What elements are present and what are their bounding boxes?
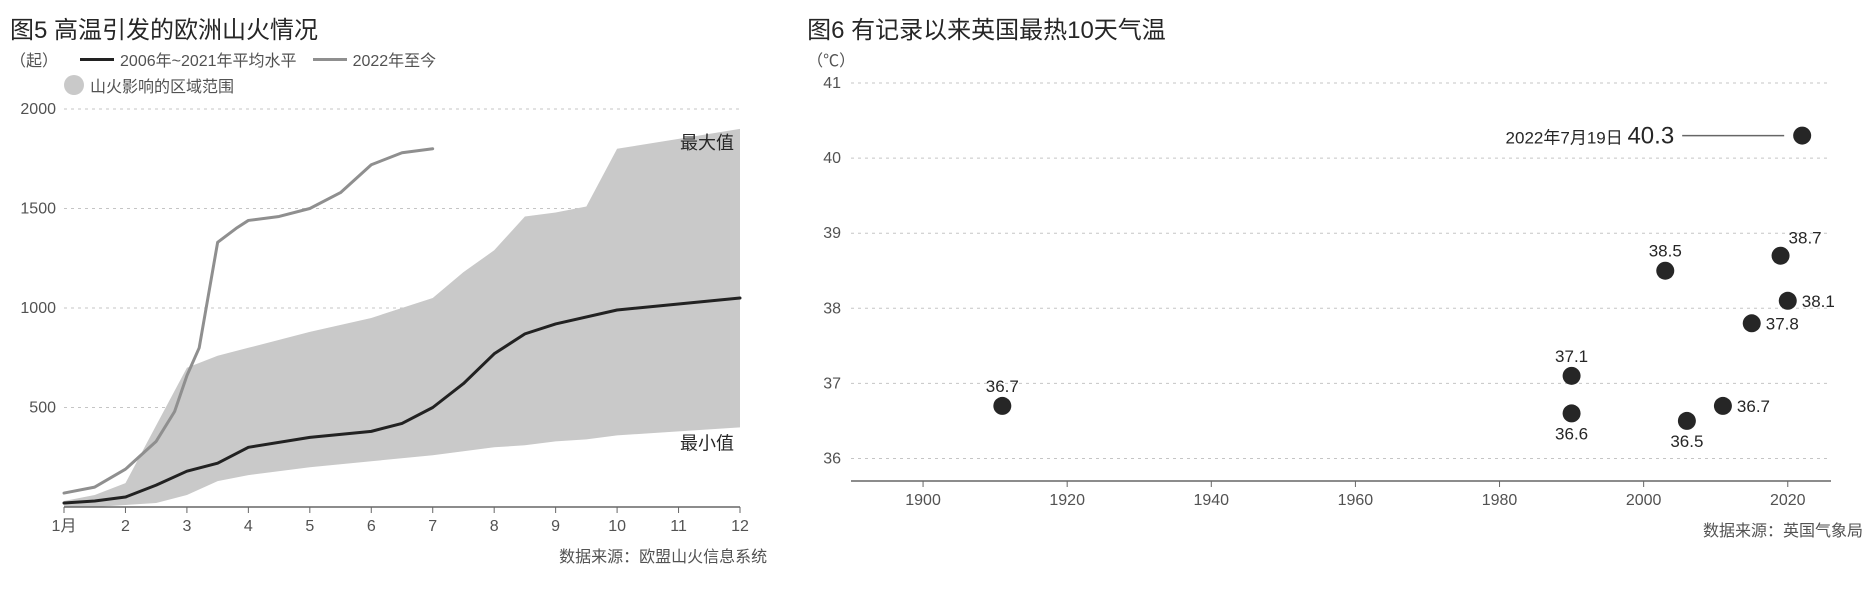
svg-text:9: 9	[551, 518, 560, 535]
svg-text:38.5: 38.5	[1649, 242, 1682, 261]
svg-text:36.5: 36.5	[1670, 432, 1703, 451]
svg-text:12: 12	[731, 518, 749, 535]
chart-title: 图5 高温引发的欧洲山火情况	[10, 10, 767, 45]
chart-fig6: 图6 有记录以来英国最热10天气温 （℃） 36 37 38 39 40 41 1900 19…	[807, 10, 1863, 567]
svg-text:11: 11	[670, 518, 687, 535]
chart-legend: （起） 2006年~2021年平均水平 2022年至今	[10, 47, 767, 71]
svg-text:2: 2	[121, 518, 130, 535]
svg-text:2000: 2000	[1626, 492, 1662, 509]
line-swatch-icon	[313, 58, 347, 61]
y-axis-unit: （起）	[10, 47, 58, 71]
legend-label: 2022年至今	[353, 47, 437, 71]
svg-text:最小值: 最小值	[680, 433, 734, 453]
svg-text:36.7: 36.7	[1737, 397, 1770, 416]
svg-text:38.1: 38.1	[1802, 292, 1835, 311]
svg-text:7: 7	[428, 518, 437, 535]
svg-text:1500: 1500	[20, 201, 56, 218]
svg-text:1920: 1920	[1049, 492, 1085, 509]
legend-label: 2006年~2021年平均水平	[120, 47, 297, 71]
svg-text:37.8: 37.8	[1766, 314, 1799, 333]
svg-text:36.6: 36.6	[1555, 424, 1588, 443]
chart-legend-row2: 山火影响的区域范围	[10, 73, 767, 97]
y-axis-unit: （℃）	[807, 47, 855, 71]
svg-text:1980: 1980	[1482, 492, 1518, 509]
svg-text:37.1: 37.1	[1555, 347, 1588, 366]
chart-source: 数据来源：英国气象局	[807, 517, 1863, 541]
chart-title: 图6 有记录以来英国最热10天气温	[807, 10, 1863, 45]
svg-text:8: 8	[490, 518, 499, 535]
svg-text:1940: 1940	[1194, 492, 1230, 509]
svg-text:40: 40	[823, 150, 841, 167]
svg-text:5: 5	[305, 518, 314, 535]
chart-source: 数据来源：欧盟山火信息系统	[10, 543, 767, 567]
svg-text:1月: 1月	[52, 518, 77, 535]
chart-plot-area: 500 1000 1500 2000 1月 2 3 4 5 6 7 8 9 10 11 12 最大值最小值	[10, 101, 767, 541]
svg-text:3: 3	[182, 518, 191, 535]
svg-text:500: 500	[29, 400, 56, 417]
legend-item-area: 山火影响的区域范围	[64, 73, 234, 97]
svg-text:4: 4	[244, 518, 253, 535]
svg-text:1900: 1900	[905, 492, 941, 509]
svg-text:2020: 2020	[1770, 492, 1806, 509]
legend-item-2022: 2022年至今	[313, 47, 437, 71]
svg-text:最大值: 最大值	[680, 133, 734, 153]
chart-plot-area: 36 37 38 39 40 41 1900 1920 1940 1960 1980 2000 2020…	[807, 75, 1863, 515]
legend-item-avg: 2006年~2021年平均水平	[80, 47, 297, 71]
chart-fig5: 图5 高温引发的欧洲山火情况 （起） 2006年~2021年平均水平 2022年…	[10, 10, 767, 567]
line-swatch-icon	[80, 58, 114, 61]
svg-text:39: 39	[823, 225, 841, 242]
chart-svg: 500 1000 1500 2000 1月 2 3 4 5 6 7 8 9 10 11 12 最大值最小值	[10, 101, 750, 541]
svg-text:1960: 1960	[1338, 492, 1374, 509]
legend-label: 山火影响的区域范围	[90, 73, 234, 97]
charts-container: 图5 高温引发的欧洲山火情况 （起） 2006年~2021年平均水平 2022年…	[10, 10, 1863, 567]
svg-text:6: 6	[367, 518, 376, 535]
svg-text:41: 41	[823, 75, 841, 92]
svg-text:37: 37	[823, 375, 841, 392]
svg-text:10: 10	[608, 518, 626, 535]
y-axis-unit-row: （℃）	[807, 47, 1863, 71]
area-swatch-icon	[64, 75, 84, 95]
chart-svg: 36 37 38 39 40 41 1900 1920 1940 1960 1980 2000 2020…	[807, 75, 1847, 515]
svg-text:38: 38	[823, 300, 841, 317]
svg-text:38.7: 38.7	[1789, 229, 1822, 248]
svg-text:36: 36	[823, 450, 841, 467]
svg-text:36.7: 36.7	[986, 377, 1019, 396]
svg-text:2000: 2000	[20, 101, 56, 118]
svg-text:2022年7月19日 40.3: 2022年7月19日 40.3	[1506, 123, 1675, 150]
svg-text:1000: 1000	[20, 300, 56, 317]
